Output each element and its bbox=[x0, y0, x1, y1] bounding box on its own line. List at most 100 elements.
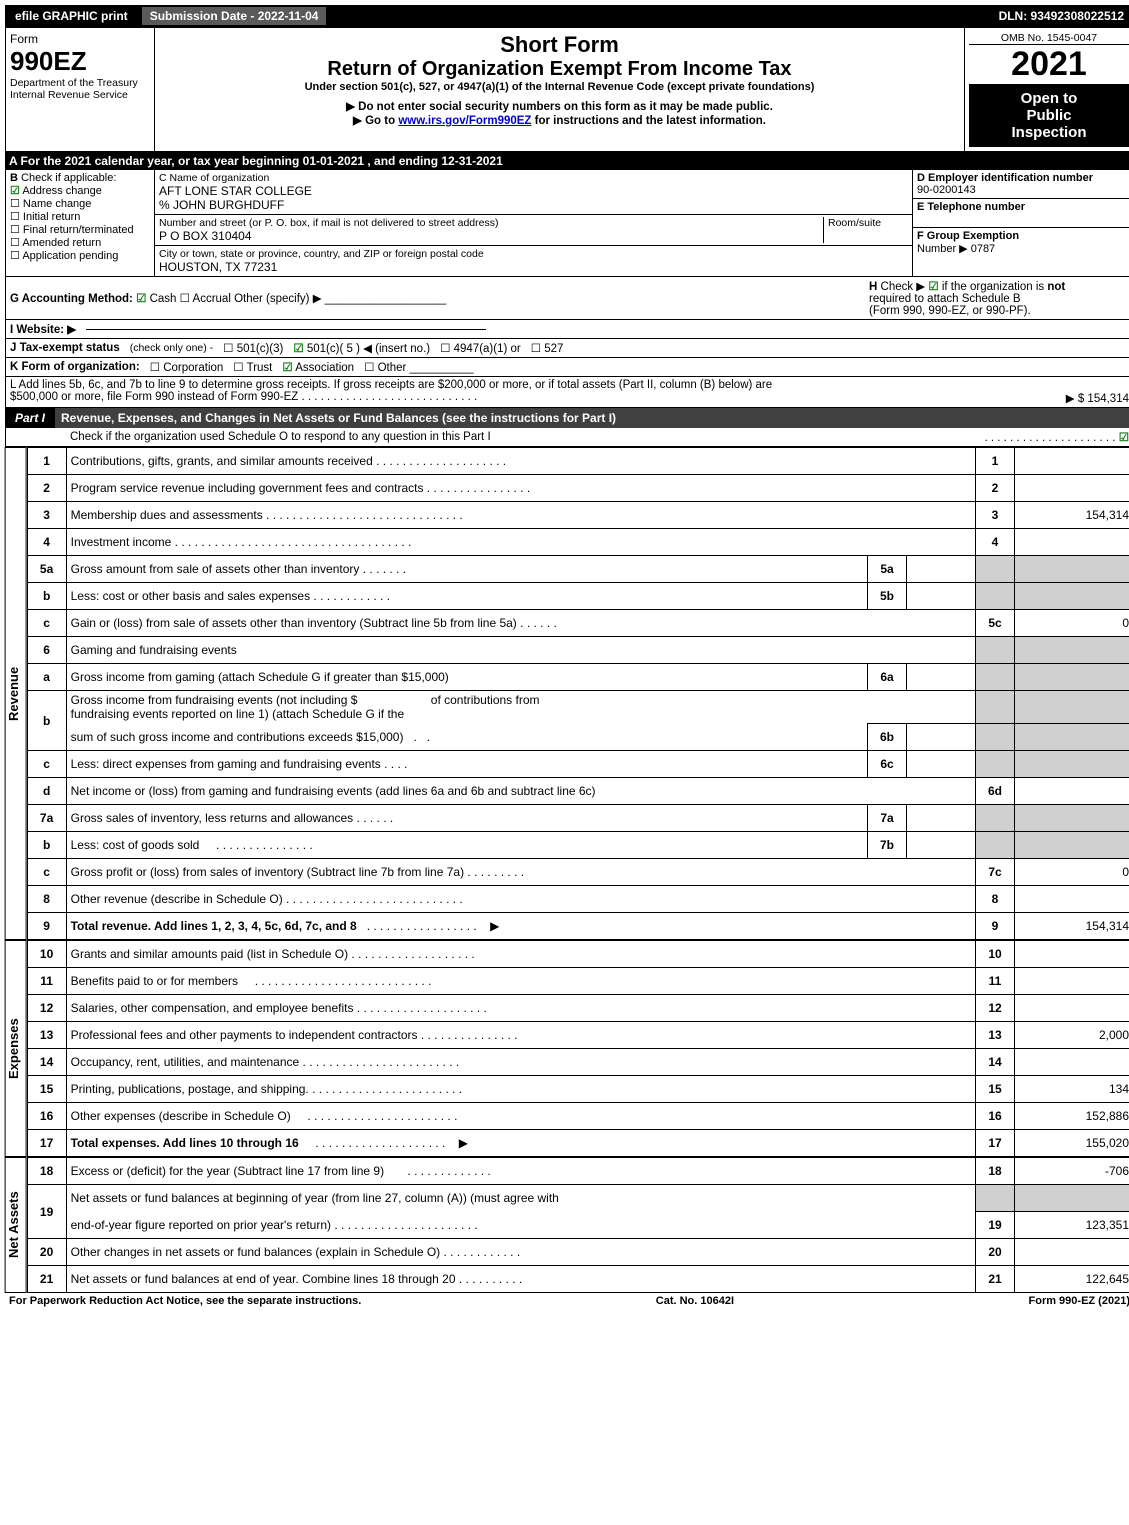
line-6: 6Gaming and fundraising events bbox=[27, 637, 1129, 664]
k-assoc[interactable]: ☑ Association bbox=[282, 360, 354, 374]
room-suite: Room/suite bbox=[823, 217, 908, 243]
line-12: 12Salaries, other compensation, and empl… bbox=[27, 995, 1129, 1022]
part1-check-text: Check if the organization used Schedule … bbox=[10, 431, 491, 443]
line-9: 9Total revenue. Add lines 1, 2, 3, 4, 5c… bbox=[27, 913, 1129, 940]
initial-return[interactable]: ☐ Initial return bbox=[10, 210, 150, 223]
line-19-b: end-of-year figure reported on prior yea… bbox=[27, 1212, 1129, 1239]
goto-pre: ▶ Go to bbox=[353, 115, 398, 127]
g-accrual[interactable]: ☐ Accrual bbox=[180, 293, 231, 305]
d-label: D Employer identification number bbox=[917, 172, 1093, 184]
ssn-note: ▶ Do not enter social security numbers o… bbox=[163, 99, 956, 113]
form-header: Form 990EZ Department of the Treasury In… bbox=[5, 27, 1129, 152]
j-501c[interactable]: ☑ 501(c)( 5 ) ◀ (insert no.) bbox=[293, 341, 430, 355]
col-c: C Name of organization AFT LONE STAR COL… bbox=[155, 170, 912, 276]
line-7b: bLess: cost of goods sold . . . . . . . … bbox=[27, 832, 1129, 859]
line-17: 17Total expenses. Add lines 10 through 1… bbox=[27, 1130, 1129, 1157]
line-10: 10Grants and similar amounts paid (list … bbox=[27, 941, 1129, 968]
efile-label[interactable]: efile GRAPHIC print bbox=[9, 7, 134, 25]
line-21: 21Net assets or fund balances at end of … bbox=[27, 1266, 1129, 1293]
line-5b: bLess: cost or other basis and sales exp… bbox=[27, 583, 1129, 610]
addr-change[interactable]: ☑ Address change bbox=[10, 184, 150, 197]
l-text2: $500,000 or more, file Form 990 instead … bbox=[10, 391, 298, 403]
line-19-a: 19Net assets or fund balances at beginni… bbox=[27, 1185, 1129, 1212]
amended-lbl: Amended return bbox=[22, 237, 101, 249]
footer-center: Cat. No. 10642I bbox=[656, 1295, 734, 1307]
l-text1: L Add lines 5b, 6c, and 7b to line 9 to … bbox=[10, 379, 1129, 391]
section-a: A For the 2021 calendar year, or tax yea… bbox=[5, 152, 1129, 170]
j-4947[interactable]: ☐ 4947(a)(1) or bbox=[440, 341, 521, 355]
line-6b: bGross income from fundraising events (n… bbox=[27, 691, 1129, 724]
k-trust[interactable]: ☐ Trust bbox=[233, 360, 272, 374]
h-line3: (Form 990, 990-EZ, or 990-PF). bbox=[869, 305, 1031, 317]
app-pending[interactable]: ☐ Application pending bbox=[10, 249, 150, 262]
line-5a: 5aGross amount from sale of assets other… bbox=[27, 556, 1129, 583]
omb: OMB No. 1545-0047 bbox=[969, 32, 1129, 45]
website[interactable] bbox=[86, 329, 486, 330]
city-label: City or town, state or province, country… bbox=[159, 248, 908, 260]
name-change-lbl: Name change bbox=[23, 198, 92, 210]
part1-header: Part I Revenue, Expenses, and Changes in… bbox=[5, 408, 1129, 428]
h-check[interactable]: ☑ bbox=[928, 281, 938, 293]
line-11: 11Benefits paid to or for members . . . … bbox=[27, 968, 1129, 995]
goto-note: ▶ Go to www.irs.gov/Form990EZ for instru… bbox=[163, 113, 956, 127]
j-note: (check only one) - bbox=[130, 342, 213, 354]
b-label: B bbox=[10, 172, 18, 184]
j-label: J Tax-exempt status bbox=[10, 342, 120, 354]
irs-link[interactable]: www.irs.gov/Form990EZ bbox=[398, 115, 531, 127]
subtitle: Under section 501(c), 527, or 4947(a)(1)… bbox=[163, 81, 956, 93]
final-lbl: Final return/terminated bbox=[23, 224, 134, 236]
g-label: G Accounting Method: bbox=[10, 293, 133, 305]
line-13: 13Professional fees and other payments t… bbox=[27, 1022, 1129, 1049]
amended-return[interactable]: ☐ Amended return bbox=[10, 236, 150, 249]
e-label: E Telephone number bbox=[917, 201, 1025, 213]
name-change[interactable]: ☐ Name change bbox=[10, 197, 150, 210]
form-word: Form bbox=[10, 32, 150, 46]
main-title: Return of Organization Exempt From Incom… bbox=[163, 58, 956, 81]
ein: 90-0200143 bbox=[917, 184, 976, 196]
net-assets-side-label: Net Assets bbox=[5, 1157, 27, 1293]
line-18: 18Excess or (deficit) for the year (Subt… bbox=[27, 1158, 1129, 1185]
row-j: J Tax-exempt status (check only one) - ☐… bbox=[5, 339, 1129, 358]
dln: DLN: 93492308022512 bbox=[993, 7, 1129, 25]
form-number: 990EZ bbox=[10, 46, 150, 77]
goto-post: for instructions and the latest informat… bbox=[531, 115, 766, 127]
row-k: K Form of organization: ☐ Corporation ☐ … bbox=[5, 358, 1129, 377]
submission-date: Submission Date - 2022-11-04 bbox=[142, 7, 327, 25]
dept-treasury: Department of the Treasury bbox=[10, 77, 150, 89]
revenue-section: Revenue 1Contributions, gifts, grants, a… bbox=[5, 447, 1129, 940]
part1-title: Revenue, Expenses, and Changes in Net As… bbox=[55, 408, 1129, 428]
net-assets-table: 18Excess or (deficit) for the year (Subt… bbox=[27, 1157, 1129, 1293]
part1-label: Part I bbox=[5, 408, 55, 428]
line-7a: 7aGross sales of inventory, less returns… bbox=[27, 805, 1129, 832]
expenses-side-label: Expenses bbox=[5, 940, 27, 1157]
c-name-label: C Name of organization bbox=[159, 172, 908, 184]
info-block: B Check if applicable: ☑ Address change … bbox=[5, 170, 1129, 277]
g-cash[interactable]: ☑ Cash bbox=[136, 293, 176, 305]
footer: For Paperwork Reduction Act Notice, see … bbox=[5, 1293, 1129, 1309]
j-501c3[interactable]: ☐ 501(c)(3) bbox=[223, 341, 283, 355]
part1-check: Check if the organization used Schedule … bbox=[5, 428, 1129, 447]
revenue-side-label: Revenue bbox=[5, 447, 27, 940]
f-num-label: Number ▶ bbox=[917, 243, 968, 255]
open-to-public: Open to Public Inspection bbox=[969, 84, 1129, 147]
care-of: % JOHN BURGHDUFF bbox=[159, 198, 908, 212]
g-other[interactable]: Other (specify) ▶ ___________________ bbox=[234, 293, 446, 305]
line-1: 1Contributions, gifts, grants, and simil… bbox=[27, 448, 1129, 475]
i-label: I Website: ▶ bbox=[10, 322, 76, 336]
line-16: 16Other expenses (describe in Schedule O… bbox=[27, 1103, 1129, 1130]
expenses-table: 10Grants and similar amounts paid (list … bbox=[27, 940, 1129, 1157]
col-b: B Check if applicable: ☑ Address change … bbox=[6, 170, 155, 276]
j-527[interactable]: ☐ 527 bbox=[531, 341, 564, 355]
group-exemption: 0787 bbox=[971, 243, 995, 255]
line-6d: dNet income or (loss) from gaming and fu… bbox=[27, 778, 1129, 805]
final-return[interactable]: ☐ Final return/terminated bbox=[10, 223, 150, 236]
line-6a: aGross income from gaming (attach Schedu… bbox=[27, 664, 1129, 691]
k-other[interactable]: ☐ Other __________ bbox=[364, 360, 473, 374]
part1-checkbox[interactable]: ☑ bbox=[1119, 432, 1129, 444]
revenue-table: 1Contributions, gifts, grants, and simil… bbox=[27, 447, 1129, 940]
line-4: 4Investment income . . . . . . . . . . .… bbox=[27, 529, 1129, 556]
k-corp[interactable]: ☐ Corporation bbox=[150, 360, 224, 374]
street: P O BOX 310404 bbox=[159, 229, 823, 243]
h-line2: required to attach Schedule B bbox=[869, 293, 1021, 305]
org-name: AFT LONE STAR COLLEGE bbox=[159, 184, 908, 198]
